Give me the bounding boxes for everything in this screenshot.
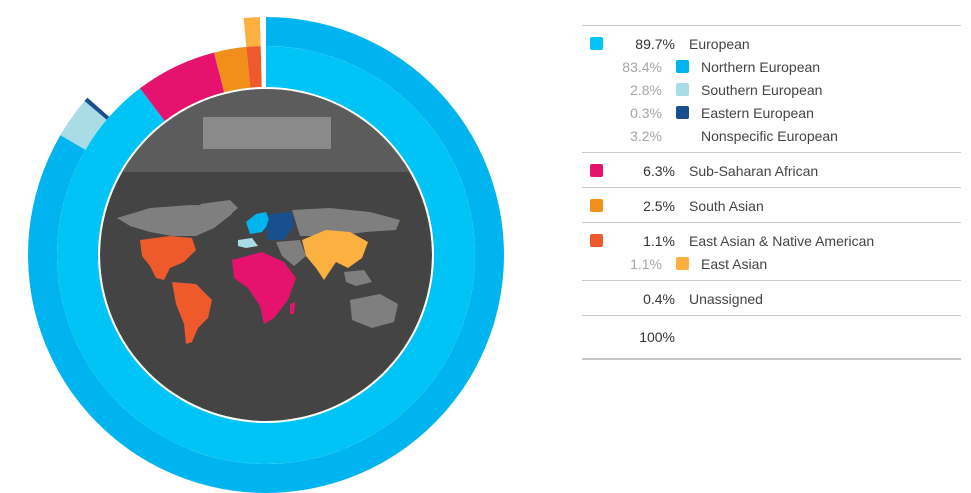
legend-subpct-northern-european: 83.4% [622, 58, 662, 75]
map-madagascar [290, 302, 295, 314]
inner-slice-sub-saharan-african[interactable] [139, 52, 225, 121]
outer-slice-eastern-european[interactable] [84, 97, 110, 120]
legend-total-group: 100% [582, 316, 961, 360]
legend-swatch-unassigned [590, 292, 603, 305]
map-middle-east [276, 240, 306, 266]
outer-slice-east-asian[interactable] [243, 17, 261, 47]
legend-swatch-european [590, 37, 603, 50]
map-eastern-europe [266, 212, 294, 240]
legend-row-south-asian[interactable]: 2.5% South Asian [582, 194, 961, 217]
legend-label-sub-saharan-african: Sub-Saharan African [689, 162, 819, 179]
ancestry-legend: 89.7% European 83.4% Northern European 2.8% S… [582, 25, 961, 360]
map-africa [232, 252, 296, 324]
legend-swatch-east-asian-and-native-american [590, 234, 603, 247]
legend-total-pct: 100% [639, 328, 675, 345]
legend-pct-unassigned: 0.4% [643, 290, 675, 307]
legend-group-european: 89.7% European 83.4% Northern European 2.8% S… [582, 26, 961, 153]
map-americas-south [172, 282, 212, 344]
outer-slice-south-asian[interactable] [206, 18, 247, 53]
map-title-placeholder [203, 117, 331, 149]
legend-pct-south-asian: 2.5% [643, 197, 675, 214]
outer-slice-southern-european[interactable] [60, 101, 107, 150]
legend-subswatch-eastern-european [676, 106, 689, 119]
legend-group-unassigned: 0.4% Unassigned [582, 281, 961, 316]
legend-subrow-northern-european[interactable]: 83.4% Northern European [582, 55, 961, 78]
legend-label-european: European [689, 35, 750, 52]
legend-subpct-eastern-european: 0.3% [630, 104, 662, 121]
map-asia [302, 230, 368, 280]
legend-subswatch-nonspecific-european [676, 129, 689, 142]
legend-pct-european: 89.7% [635, 35, 675, 52]
legend-subrow-east-asian[interactable]: 1.1% East Asian [582, 252, 961, 275]
legend-row-sub-saharan-african[interactable]: 6.3% Sub-Saharan African [582, 159, 961, 182]
legend-total-spacer [590, 330, 603, 343]
legend-subrow-eastern-european[interactable]: 0.3% Eastern European [582, 101, 961, 124]
outer-slice-nonspecific-european[interactable] [87, 65, 140, 117]
legend-label-east-asian-and-native-american: East Asian & Native American [689, 232, 875, 249]
map-australia [350, 294, 398, 328]
legend-sublabel-southern-european: Southern European [701, 81, 823, 98]
inner-slice-unassigned[interactable] [260, 46, 266, 88]
legend-group-east-asian-and-native-american: 1.1% East Asian & Native American 1.1% East… [582, 223, 961, 281]
legend-sublabel-northern-european: Northern European [701, 58, 821, 75]
legend-subpct-nonspecific-european: 3.2% [630, 127, 662, 144]
map-southern-europe [238, 238, 258, 248]
map-americas-north [140, 236, 196, 280]
legend-subpct-southern-european: 2.8% [630, 81, 662, 98]
legend-sublabel-eastern-european: Eastern European [701, 104, 814, 121]
legend-label-unassigned: Unassigned [689, 290, 763, 307]
map-northern-europe [246, 212, 270, 234]
legend-subrow-nonspecific-european[interactable]: 3.2% Nonspecific European [582, 124, 961, 147]
inner-ring [56, 46, 476, 464]
legend-group-south-asian: 2.5% South Asian [582, 188, 961, 223]
legend-total-row: 100% [582, 325, 961, 348]
map-north-asia [292, 208, 400, 236]
world-map [100, 89, 432, 421]
map-north-america [117, 205, 232, 236]
legend-subrow-southern-european[interactable]: 2.8% Southern European [582, 78, 961, 101]
inner-slice-south-asian[interactable] [214, 46, 251, 93]
legend-sublabel-east-asian: East Asian [701, 255, 768, 272]
inner-slice-east-asian-and-native-american[interactable] [246, 46, 262, 88]
outer-slice-unassigned[interactable] [260, 17, 266, 47]
legend-subswatch-northern-european [676, 60, 689, 73]
legend-pct-east-asian-and-native-american: 1.1% [643, 232, 675, 249]
legend-subpct-east-asian: 1.1% [630, 255, 662, 272]
ancestry-donut-chart [28, 17, 505, 493]
legend-label-south-asian: South Asian [689, 197, 764, 214]
ancestry-chart [28, 17, 505, 493]
legend-subswatch-southern-european [676, 83, 689, 96]
outer-slice-sub-saharan-african[interactable] [122, 24, 215, 89]
legend-group-sub-saharan-african: 6.3% Sub-Saharan African [582, 153, 961, 188]
legend-sublabel-nonspecific-european: Nonspecific European [701, 127, 838, 144]
legend-swatch-south-asian [590, 199, 603, 212]
map-southeast-asia [344, 270, 372, 286]
legend-row-east-asian-and-native-american[interactable]: 1.1% East Asian & Native American [582, 229, 961, 252]
legend-row-european[interactable]: 89.7% European [582, 32, 961, 55]
map-greenland [200, 200, 238, 218]
legend-pct-sub-saharan-african: 6.3% [643, 162, 675, 179]
legend-swatch-sub-saharan-african [590, 164, 603, 177]
outer-ring [28, 17, 505, 493]
legend-row-unassigned[interactable]: 0.4% Unassigned [582, 287, 961, 310]
legend-subswatch-east-asian [676, 257, 689, 270]
